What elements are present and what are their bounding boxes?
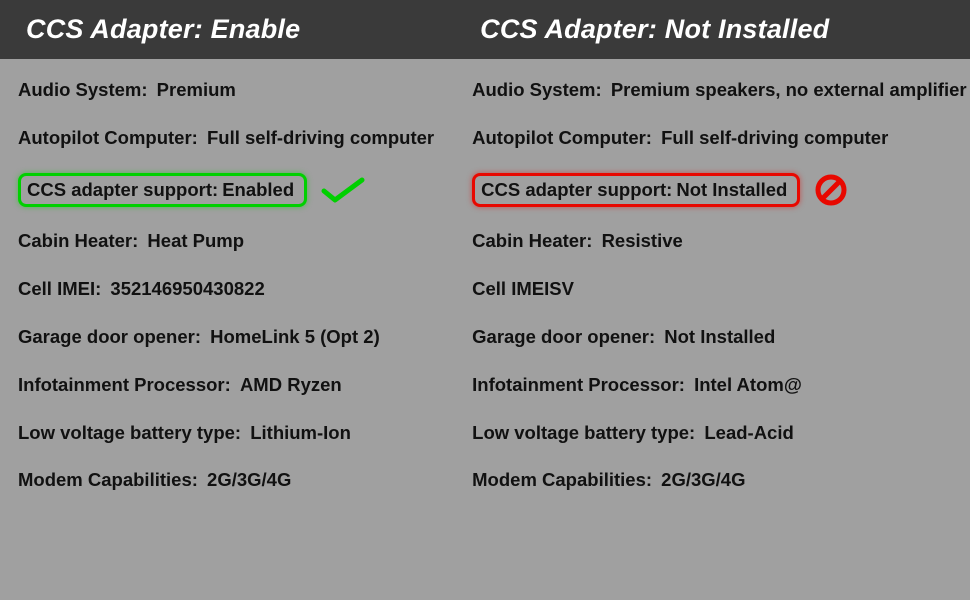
list-item: Cell IMEISV <box>472 276 970 302</box>
item-value: Full self-driving computer <box>661 127 888 148</box>
list-item: Audio System: Premium <box>18 77 438 103</box>
item-label: Modem Capabilities: <box>18 469 198 490</box>
item-label: Infotainment Processor: <box>18 374 231 395</box>
item-label: Modem Capabilities: <box>472 469 652 490</box>
list-item-highlight: CCS adapter support: Not Installed <box>472 173 970 207</box>
item-label: Garage door opener: <box>18 326 201 347</box>
item-value: Premium <box>157 79 236 100</box>
list-item: Modem Capabilities: 2G/3G/4G <box>18 467 438 493</box>
item-value: Lead-Acid <box>704 422 793 443</box>
list-item: Infotainment Processor: Intel Atom@ <box>472 372 970 398</box>
item-value: Full self-driving computer <box>207 127 434 148</box>
list-item: Infotainment Processor: AMD Ryzen <box>18 372 438 398</box>
item-label: Low voltage battery type: <box>18 422 241 443</box>
item-value: Premium speakers, no external amplifier <box>611 79 967 100</box>
right-header: CCS Adapter: Not Installed <box>454 0 970 59</box>
item-value: Resistive <box>602 230 683 251</box>
comparison-container: CCS Adapter: Enable Audio System: Premiu… <box>0 0 970 600</box>
list-item-highlight: CCS adapter support: Enabled <box>18 173 438 207</box>
item-value: HomeLink 5 (Opt 2) <box>210 326 380 347</box>
check-icon <box>321 176 365 204</box>
item-value: Intel Atom@ <box>694 374 802 395</box>
item-label: Audio System: <box>472 79 602 100</box>
item-value: Heat Pump <box>147 230 244 251</box>
item-label: CCS adapter support: <box>481 179 672 201</box>
list-item: Cabin Heater: Resistive <box>472 228 970 254</box>
item-value: Not Installed <box>664 326 775 347</box>
list-item: Low voltage battery type: Lithium-Ion <box>18 420 438 446</box>
list-item: Modem Capabilities: 2G/3G/4G <box>472 467 970 493</box>
item-value: 352146950430822 <box>110 278 264 299</box>
list-item: Cell IMEI: 352146950430822 <box>18 276 438 302</box>
item-label: Autopilot Computer: <box>472 127 652 148</box>
list-item: Cabin Heater: Heat Pump <box>18 228 438 254</box>
item-label: Autopilot Computer: <box>18 127 198 148</box>
item-label: Low voltage battery type: <box>472 422 695 443</box>
item-label: Cell IMEISV <box>472 278 574 299</box>
item-label: Cabin Heater: <box>472 230 592 251</box>
list-item: Audio System: Premium speakers, no exter… <box>472 77 970 103</box>
item-value: Lithium-Ion <box>250 422 351 443</box>
item-label: Garage door opener: <box>472 326 655 347</box>
right-panel: CCS Adapter: Not Installed Audio System:… <box>454 0 970 600</box>
item-label: Audio System: <box>18 79 148 100</box>
right-list: Audio System: Premium speakers, no exter… <box>454 59 970 600</box>
item-label: Infotainment Processor: <box>472 374 685 395</box>
list-item: Autopilot Computer: Full self-driving co… <box>18 125 438 151</box>
item-value: AMD Ryzen <box>240 374 342 395</box>
item-label: Cell IMEI: <box>18 278 101 299</box>
item-value: 2G/3G/4G <box>207 469 291 490</box>
list-item: Low voltage battery type: Lead-Acid <box>472 420 970 446</box>
left-header: CCS Adapter: Enable <box>0 0 454 59</box>
list-item: Garage door opener: HomeLink 5 (Opt 2) <box>18 324 438 350</box>
item-value: Not Installed <box>676 179 787 201</box>
prohibit-icon <box>814 173 848 207</box>
item-label: CCS adapter support: <box>27 179 218 201</box>
item-value: 2G/3G/4G <box>661 469 745 490</box>
highlight-box-not-installed: CCS adapter support: Not Installed <box>472 173 800 207</box>
left-list: Audio System: Premium Autopilot Computer… <box>0 59 454 600</box>
left-panel: CCS Adapter: Enable Audio System: Premiu… <box>0 0 454 600</box>
item-label: Cabin Heater: <box>18 230 138 251</box>
item-value: Enabled <box>222 179 294 201</box>
list-item: Autopilot Computer: Full self-driving co… <box>472 125 970 151</box>
highlight-box-enabled: CCS adapter support: Enabled <box>18 173 307 207</box>
list-item: Garage door opener: Not Installed <box>472 324 970 350</box>
